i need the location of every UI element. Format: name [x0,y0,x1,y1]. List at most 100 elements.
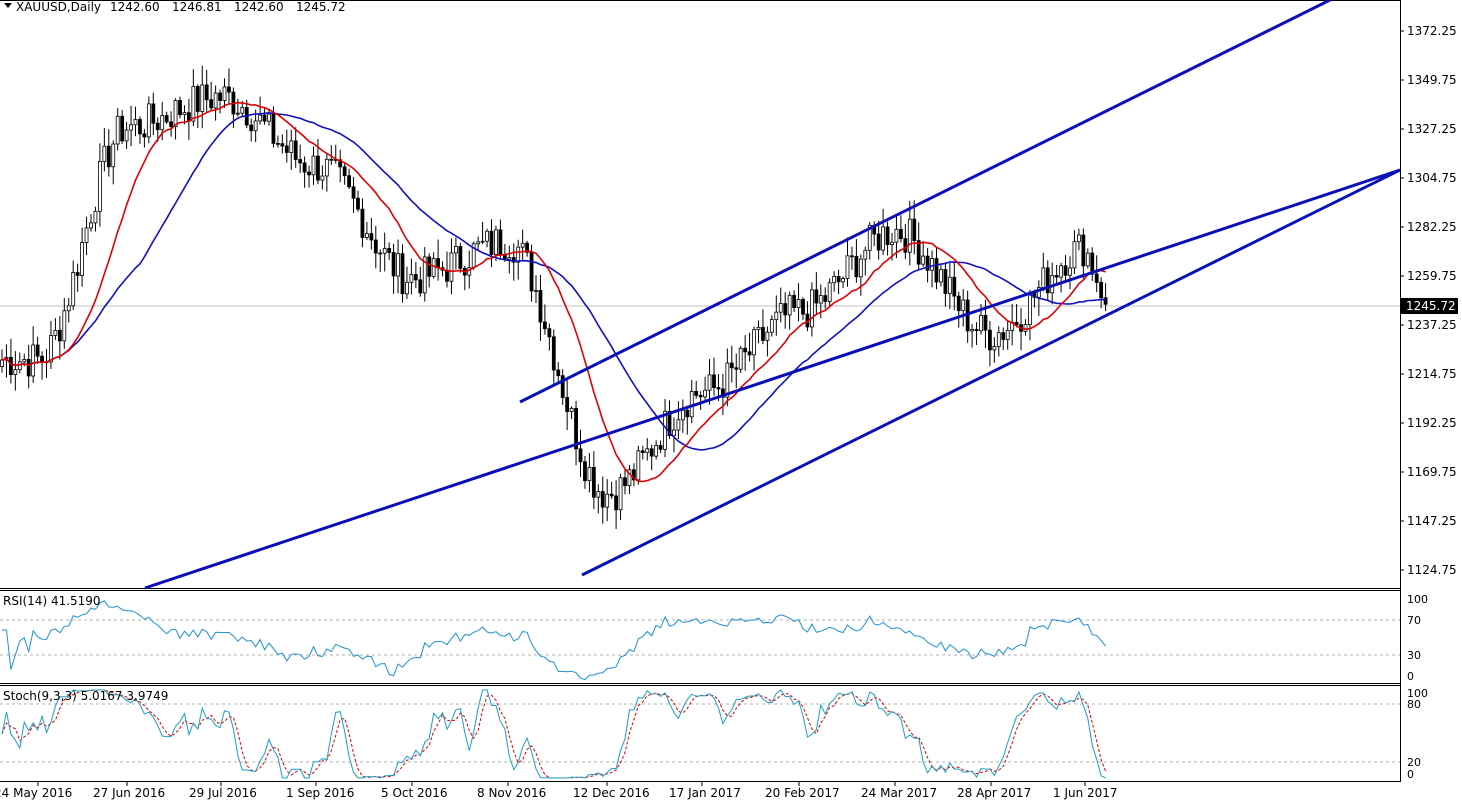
candle-body [600,491,605,508]
candle-body [342,166,347,177]
candle-body [476,241,481,245]
candle-body [213,92,218,109]
candle-body [1103,297,1108,305]
svg-text:1 Sep 2016: 1 Sep 2016 [286,786,354,800]
candle-body [511,257,516,263]
candle-body [369,233,374,241]
channel-upper-trendline[interactable] [519,0,1331,404]
candle-body [845,255,850,279]
time-tick: 20 Feb 2017 [765,782,840,800]
candle-body [890,241,894,245]
svg-text:1304.75: 1304.75 [1407,171,1457,185]
candle-body [360,208,365,238]
candle-body [654,445,659,457]
candle-body [329,158,334,161]
candle-body [89,222,93,229]
candle-body [778,303,783,313]
svg-text:1192.25: 1192.25 [1407,416,1457,430]
candle-body [876,233,881,251]
candle-body [151,103,156,124]
rsi-pane[interactable]: RSI(14) 41.5190 100 70 30 0 [0,593,1428,683]
price-tick: 1147.25 [1400,514,1457,528]
candle-body [75,272,80,276]
price-tick: 1192.25 [1400,416,1457,430]
price-tick: 1237.25 [1400,318,1457,332]
candle-body [979,314,983,332]
candle-body [494,229,498,255]
candle-body [858,258,863,278]
candle-body [547,328,552,338]
chart-frame [0,0,1401,782]
candle-body [129,124,133,131]
price-pane[interactable] [0,0,1401,590]
rsi-level-label: 30 [1407,649,1421,662]
candle-body [364,233,369,238]
candle-body [253,120,258,132]
candle-body [480,240,485,243]
candle-body [551,336,556,371]
candle-body [40,355,44,363]
svg-text:1237.25: 1237.25 [1407,318,1457,332]
candle-body [850,255,854,258]
candle-body [1001,332,1006,340]
candle-body [84,227,89,243]
candle-body [996,332,1001,347]
candle-body [17,361,22,371]
candle-body [899,228,903,240]
stoch-level-label: 20 [1407,756,1421,769]
candle-body [761,326,765,341]
time-tick: 24 Mar 2017 [861,782,937,800]
candle-body [1036,287,1041,298]
dropdown-triangle-icon[interactable] [4,3,12,8]
stochastic-pane[interactable]: Stoch(9,3,3) 5.0167 3.9749 100 80 20 0 [0,687,1428,781]
svg-text:8 Nov 2016: 8 Nov 2016 [477,786,546,800]
candle-body [854,255,859,278]
symbol-label: XAUUSD,Daily [16,0,101,14]
candle-body [396,253,400,277]
candle-body [373,239,378,254]
rsi-level-label: 70 [1407,614,1421,627]
svg-text:1 Jun 2017: 1 Jun 2017 [1053,786,1118,800]
candle-body [1063,265,1068,276]
candle-body [738,347,743,370]
candle-body [627,469,632,487]
candle-body [178,100,182,116]
candle-body [378,252,383,255]
candle-body [1094,273,1099,283]
candle-body [1054,275,1059,278]
candle-body [311,155,316,176]
time-tick: 17 Jan 2017 [669,782,741,800]
candle-body [1028,291,1032,325]
candle-body [1077,234,1081,243]
candle-body [1041,267,1046,288]
candle-body [1099,282,1104,299]
rsi-level-label: 0 [1407,670,1414,683]
candle-body [200,84,205,112]
candle-body [35,344,40,357]
candle-body [191,86,196,122]
candle-body [832,275,837,284]
channel-lower-extension-trendline[interactable] [581,168,1401,577]
candle-body [267,113,271,122]
candle-body [867,224,872,251]
candle-body [680,409,685,421]
svg-text:1349.75: 1349.75 [1407,73,1457,87]
time-tick: 12 Dec 2016 [573,782,650,800]
candle-body [324,158,329,177]
candle-body [182,112,187,116]
candle-body [529,251,534,292]
candle-body [71,272,76,307]
svg-text:27 Jun 2016: 27 Jun 2016 [93,786,165,800]
candle-body [814,289,819,304]
svg-text:1169.75: 1169.75 [1407,465,1457,479]
candle-body [164,115,169,123]
candle-body [138,119,142,135]
channel-lower-trendline[interactable] [144,168,1401,590]
candle-body [658,445,663,450]
time-tick: 28 Apr 2017 [957,782,1031,800]
candle-body [716,387,721,390]
candle-body [752,329,756,356]
stochastic-label: Stoch(9,3,3) 5.0167 3.9749 [3,689,168,703]
candle-body [1045,267,1050,294]
